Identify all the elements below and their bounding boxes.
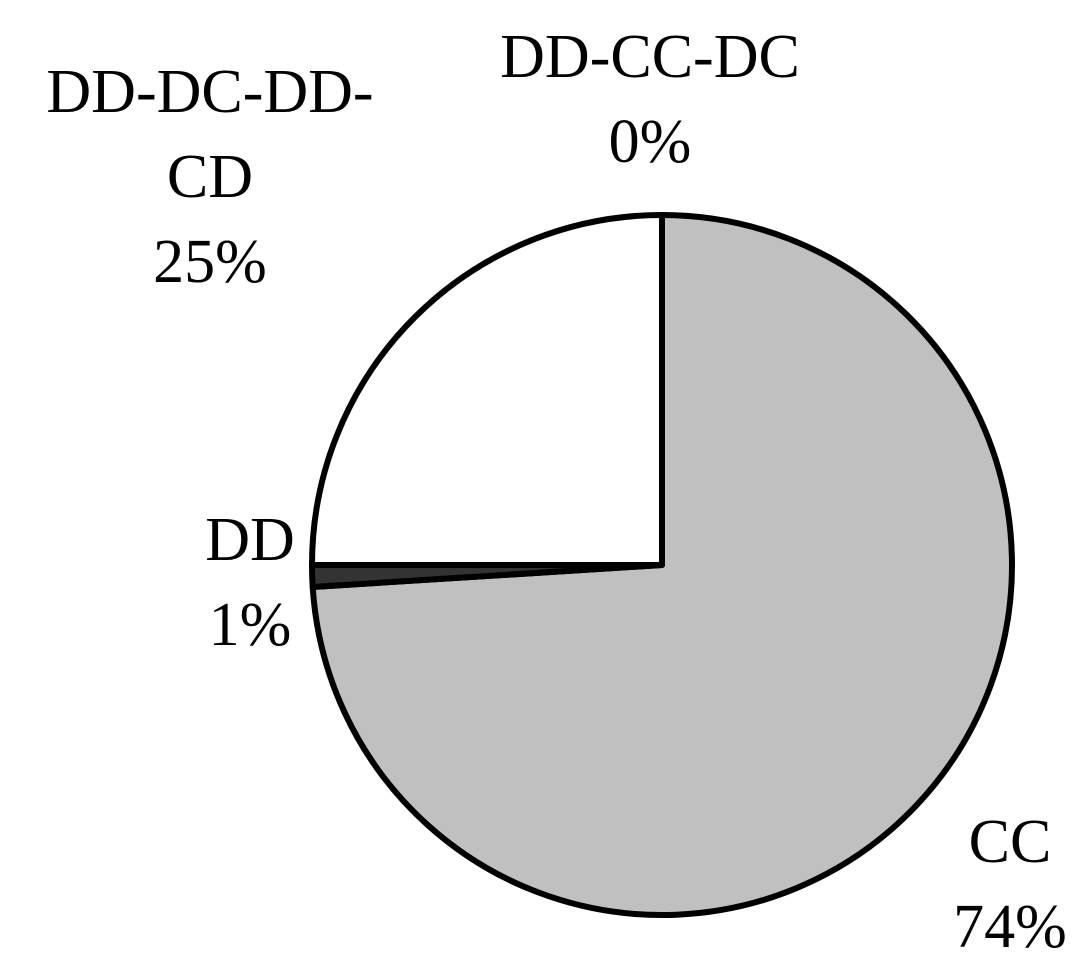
category-label: CC [968, 808, 1052, 876]
slice-label: DD-CC-DC 0% [440, 15, 860, 185]
category-label: DD [205, 506, 295, 574]
value-label: 0% [608, 108, 692, 176]
category-label: DD-CC-DC [500, 23, 800, 91]
slice-label: DD 1% [170, 498, 330, 668]
value-label: 25% [153, 228, 267, 296]
pie-slice [309, 212, 665, 568]
category-label: DD-DC-DD-CD [46, 58, 374, 211]
value-label: 1% [208, 591, 292, 659]
slice-label: DD-DC-DD-CD 25% [20, 50, 400, 305]
slice-label: CC 74% [900, 800, 1092, 970]
value-label: 74% [953, 893, 1067, 961]
